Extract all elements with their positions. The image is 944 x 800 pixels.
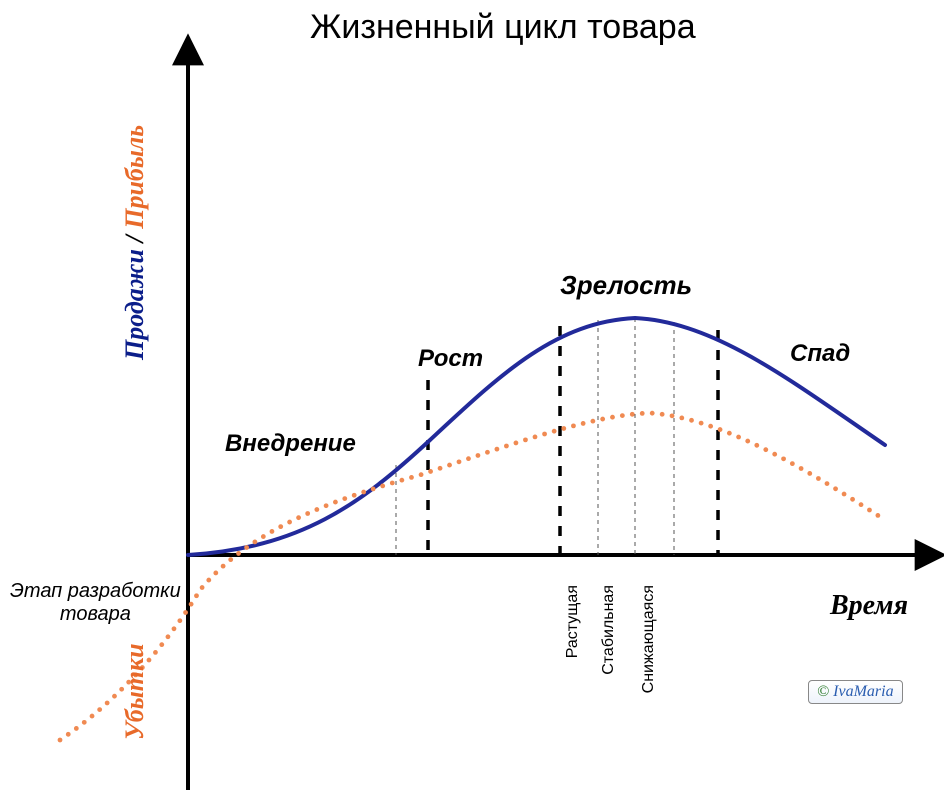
dev-stage-line1: Этап разработки [10,580,181,602]
stage-label-intro: Внедрение [225,430,356,458]
x-axis-label: Время [830,590,908,622]
y-axis-label-bottom: Убытки [120,643,150,740]
dev-stage-line2: товара [60,603,131,625]
y-axis-profit-label: Прибыль [120,125,149,229]
stage-label-decline: Спад [790,340,850,368]
maturity-sublabel-growing: Растущая [564,585,582,658]
watermark-badge: © IvaMaria [808,680,903,704]
stage-label-growth: Рост [418,345,483,373]
chart-container: { "canvas": { "width": 944, "height": 80… [0,0,944,800]
stage-label-maturity: Зрелость [560,270,692,301]
chart-title: Жизненный цикл товара [310,8,696,47]
watermark-text: IvaMaria [833,683,893,700]
y-axis-losses-label: Убытки [120,643,149,740]
maturity-sublabel-declining: Снижающаяся [640,585,658,693]
y-axis-sales-label: Продажи [120,249,149,360]
y-axis-label-top: Продажи / Прибыль [120,125,150,360]
watermark-copyright: © [817,683,833,700]
maturity-sublabel-stable: Стабильная [600,585,618,675]
y-axis-separator: / [120,229,149,243]
dev-stage-label: Этап разработки товара [10,580,181,626]
